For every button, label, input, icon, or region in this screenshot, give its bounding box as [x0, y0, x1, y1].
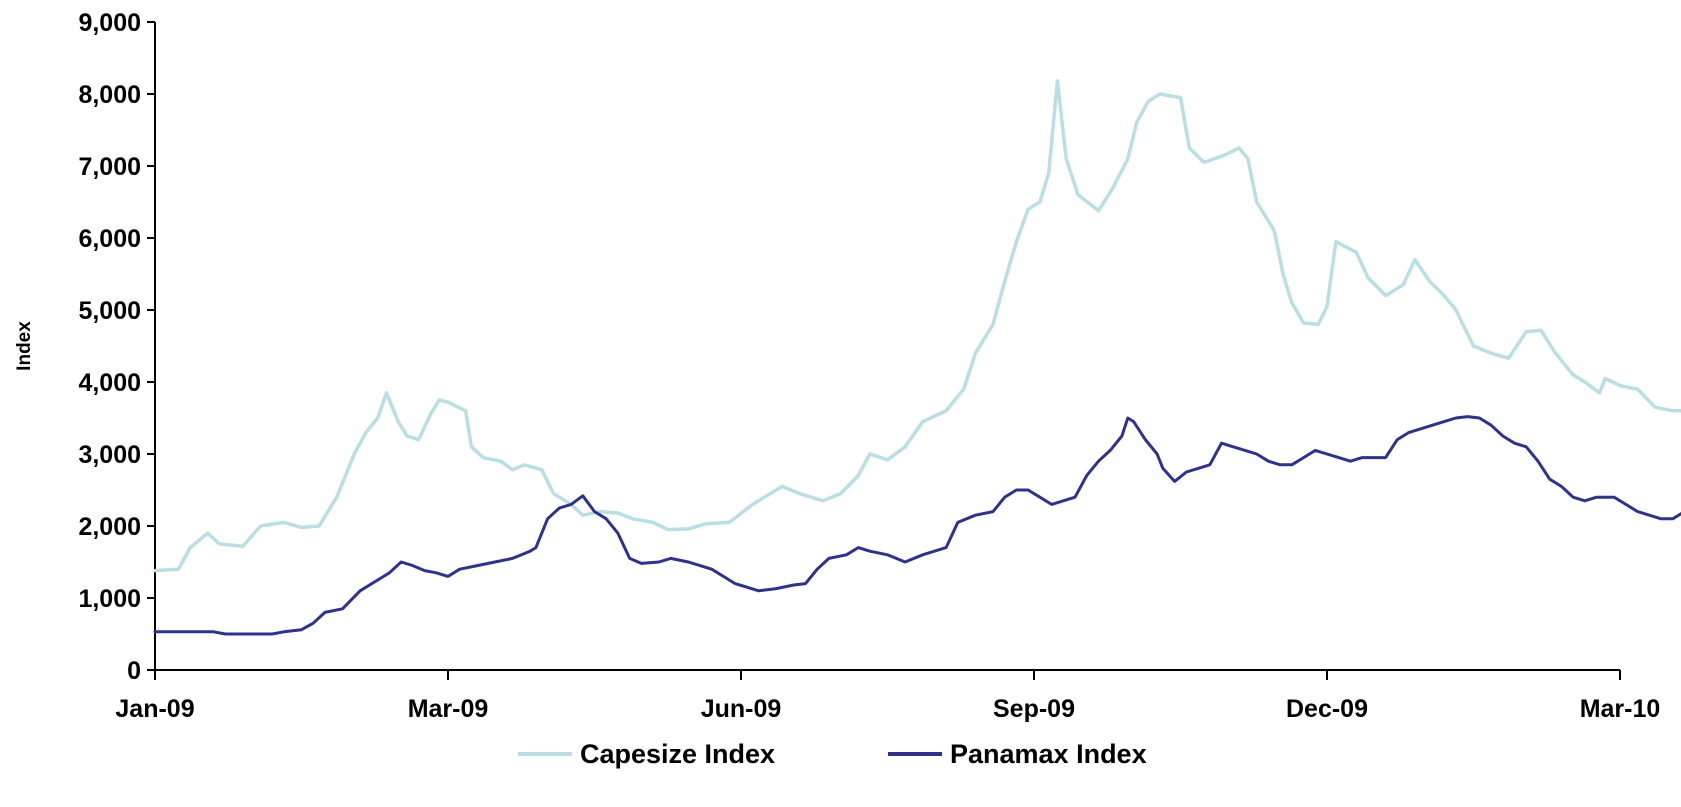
y-tick-label: 5,000 [78, 297, 141, 325]
y-tick-label: 3,000 [78, 441, 141, 469]
y-tick-label: 1,000 [78, 585, 141, 613]
y-tick-label: 0 [127, 657, 141, 685]
x-tick-label: Dec-09 [1286, 695, 1368, 723]
y-tick-label: 7,000 [78, 153, 141, 181]
x-axis: Jan-09 Mar-09 Jun-09 Sep-09 Dec-09 Mar-10 [115, 669, 1661, 723]
legend-label: Capesize Index [580, 739, 775, 769]
legend-item: Capesize Index [518, 739, 775, 769]
series-line-panamax [153, 415, 1681, 636]
legend-label: Panamax Index [950, 739, 1147, 769]
x-tick-label: Jan-09 [115, 695, 194, 723]
y-tick-label: 2,000 [78, 513, 141, 541]
x-tick-label: Jun-09 [701, 695, 782, 723]
x-tick-label: Mar-10 [1580, 695, 1661, 723]
x-tick-label: Mar-09 [408, 695, 489, 723]
y-axis-title: Index [14, 321, 35, 371]
y-tick-label: 4,000 [78, 369, 141, 397]
series-line-capesize [153, 79, 1681, 573]
y-axis: 0 1,000 2,000 3,000 4,000 5,000 6,000 7,000 8,00… [78, 9, 156, 685]
series-lines [153, 79, 1681, 636]
y-tick-label: 6,000 [78, 225, 141, 253]
legend-item: Panamax Index [888, 739, 1147, 769]
y-tick-label: 8,000 [78, 81, 141, 109]
legend: Capesize Index Panamax Index [518, 739, 1147, 769]
x-tick-label: Sep-09 [993, 695, 1075, 723]
y-tick-label: 9,000 [78, 9, 141, 37]
